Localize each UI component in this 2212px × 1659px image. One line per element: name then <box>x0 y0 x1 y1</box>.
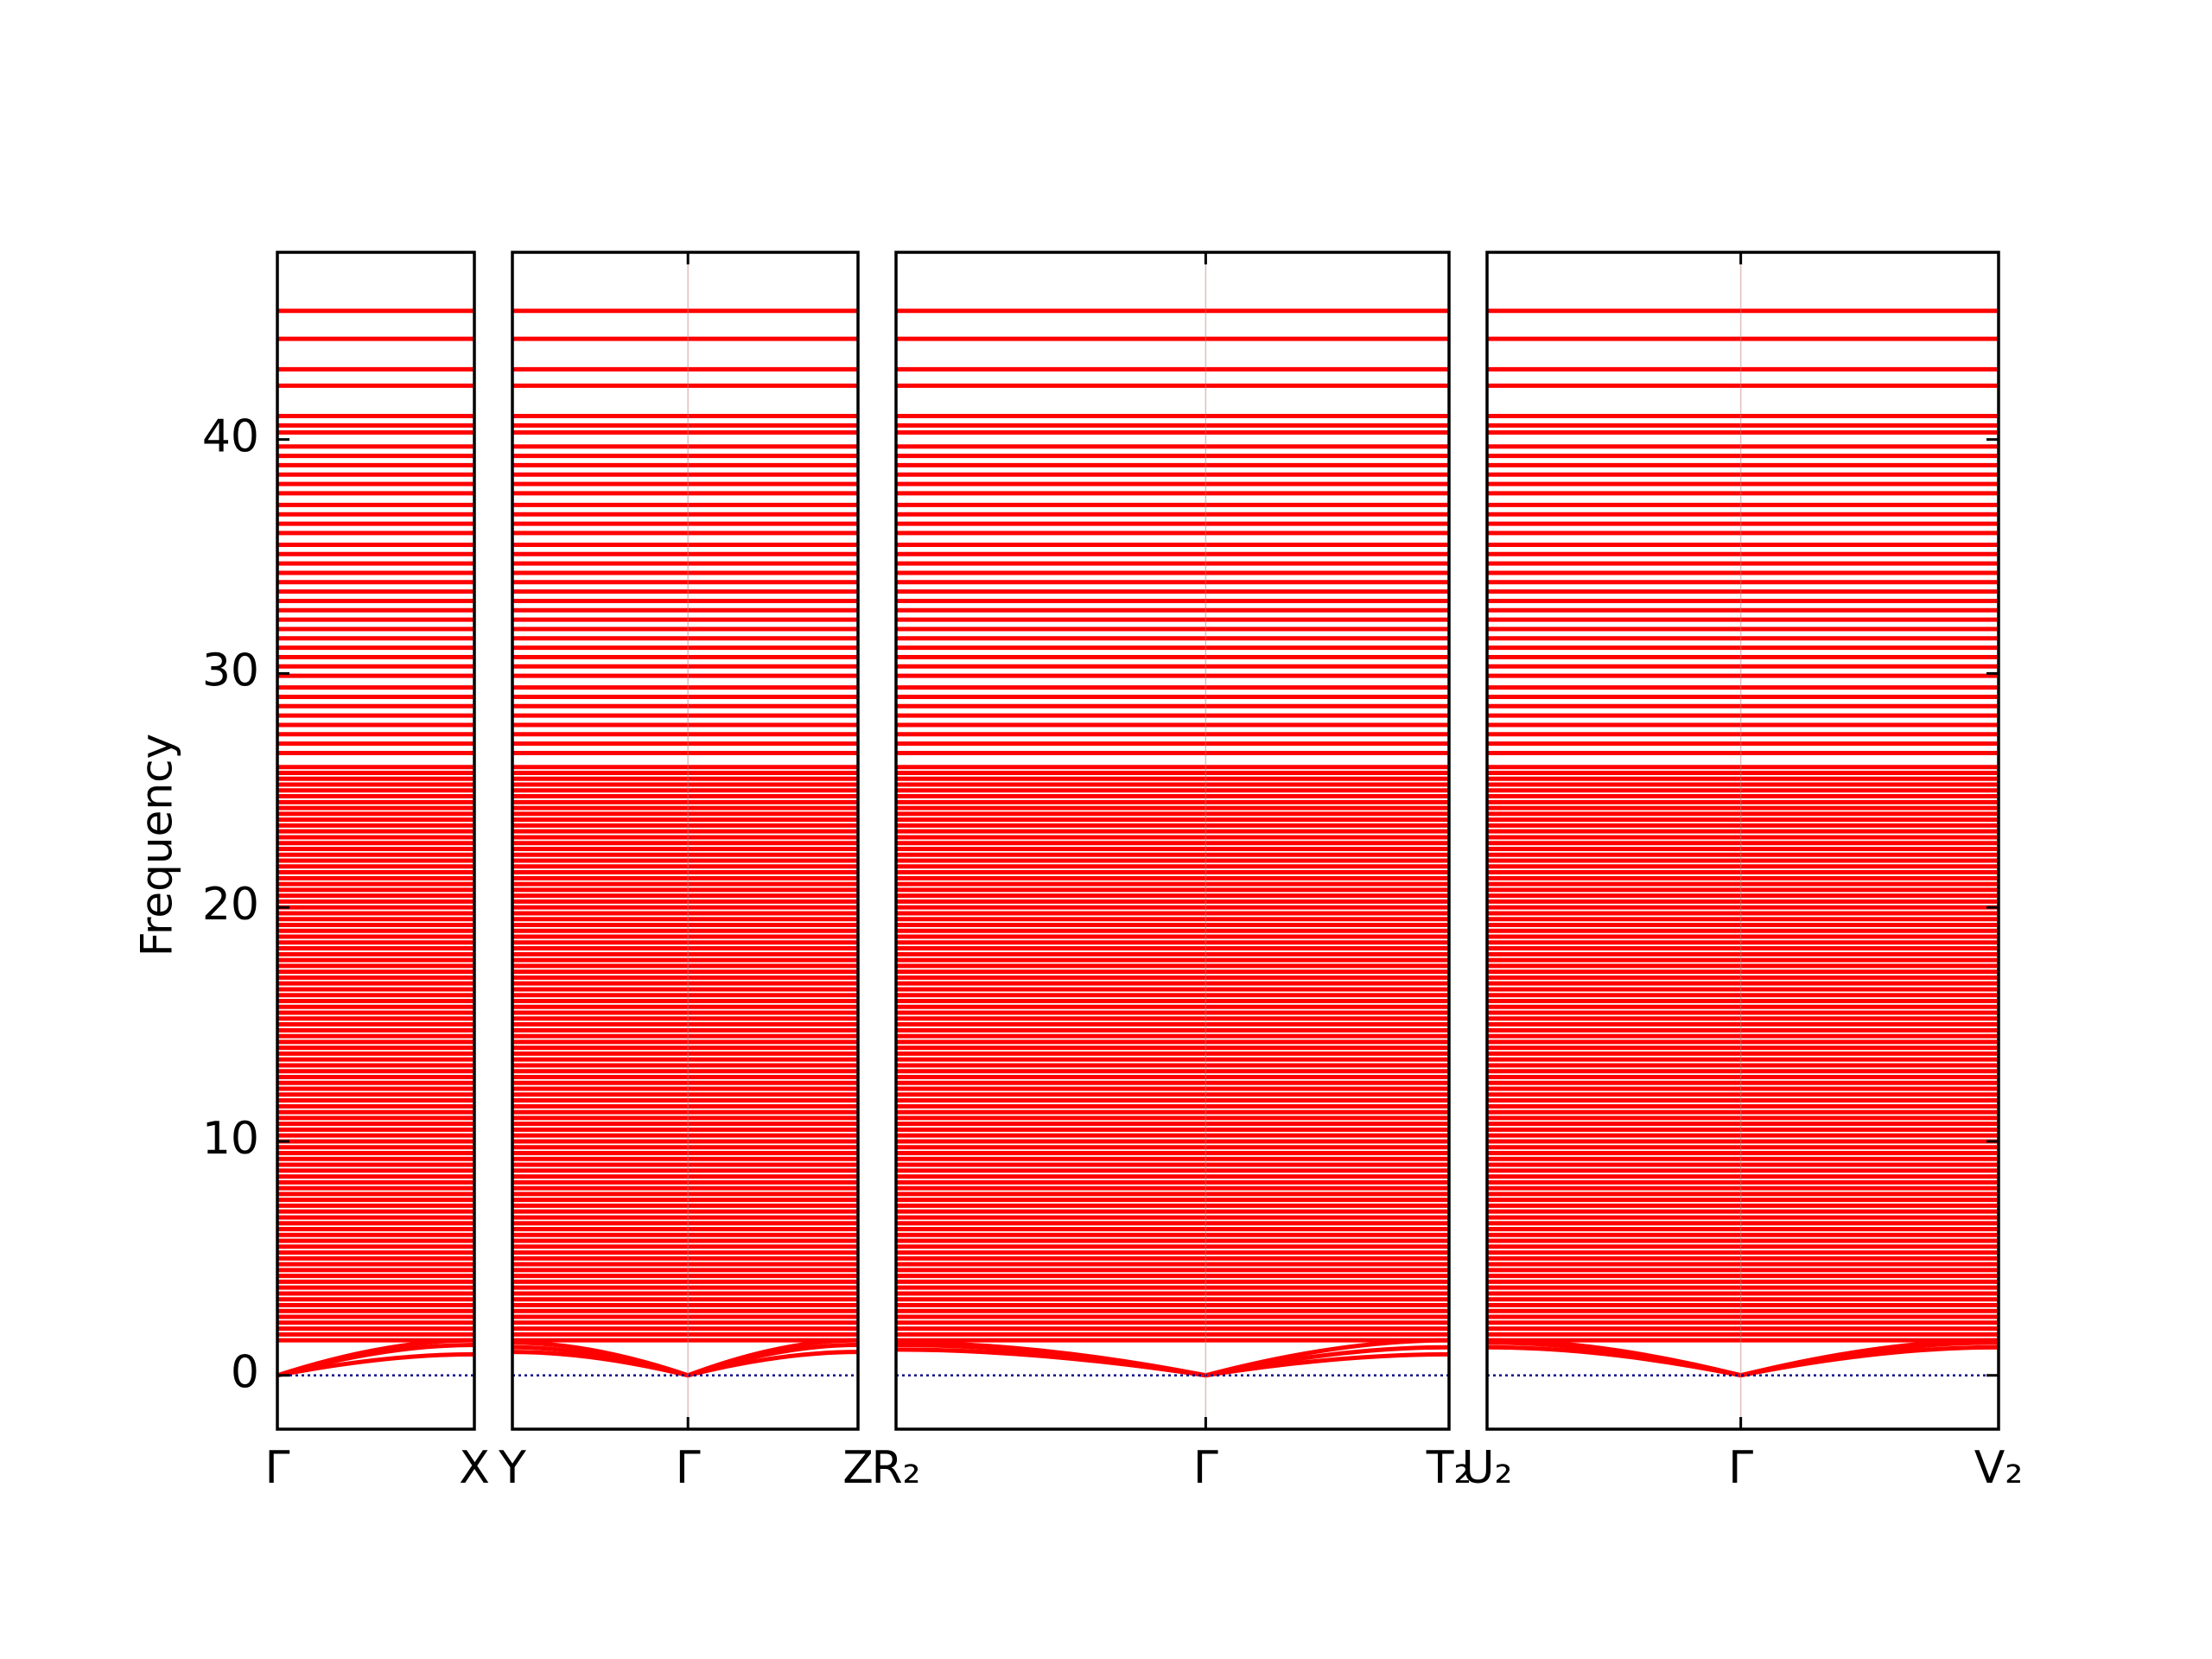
x-tick-label: Γ <box>1193 1442 1218 1494</box>
acoustic-branch <box>512 1343 859 1378</box>
acoustic-branch <box>1486 1338 1999 1378</box>
panel-frame <box>1485 251 2000 1431</box>
y-tick-label: 10 <box>202 1113 259 1165</box>
acoustic-branch <box>512 1338 859 1378</box>
acoustic-branch <box>1486 1344 1999 1378</box>
x-tick-label: T₂ <box>1426 1442 1472 1494</box>
x-tick-label: Γ <box>676 1442 701 1494</box>
y-tick-label: 0 <box>231 1347 259 1399</box>
y-axis-label: Frequency <box>132 734 182 957</box>
y-tick-label: 40 <box>202 411 259 463</box>
x-tick-label: R₂ <box>872 1442 921 1494</box>
x-tick-label: V₂ <box>1974 1442 2023 1494</box>
panel-frame <box>276 251 476 1431</box>
acoustic-branch <box>512 1350 859 1378</box>
y-tick-label: 20 <box>202 879 259 931</box>
x-tick-label: X <box>459 1442 490 1494</box>
acoustic-branch <box>895 1338 1450 1378</box>
x-tick-label: Γ <box>265 1442 290 1494</box>
x-tick-label: Y <box>498 1442 526 1494</box>
acoustic-branch <box>1486 1340 1999 1378</box>
panel-frame <box>511 251 860 1431</box>
panel-frame <box>894 251 1451 1431</box>
x-tick-label: Z <box>842 1442 874 1494</box>
y-tick-label: 30 <box>202 645 259 696</box>
acoustic-branch <box>276 1338 475 1378</box>
x-tick-label: Γ <box>1728 1442 1753 1494</box>
x-tick-label: U₂ <box>1462 1442 1513 1494</box>
